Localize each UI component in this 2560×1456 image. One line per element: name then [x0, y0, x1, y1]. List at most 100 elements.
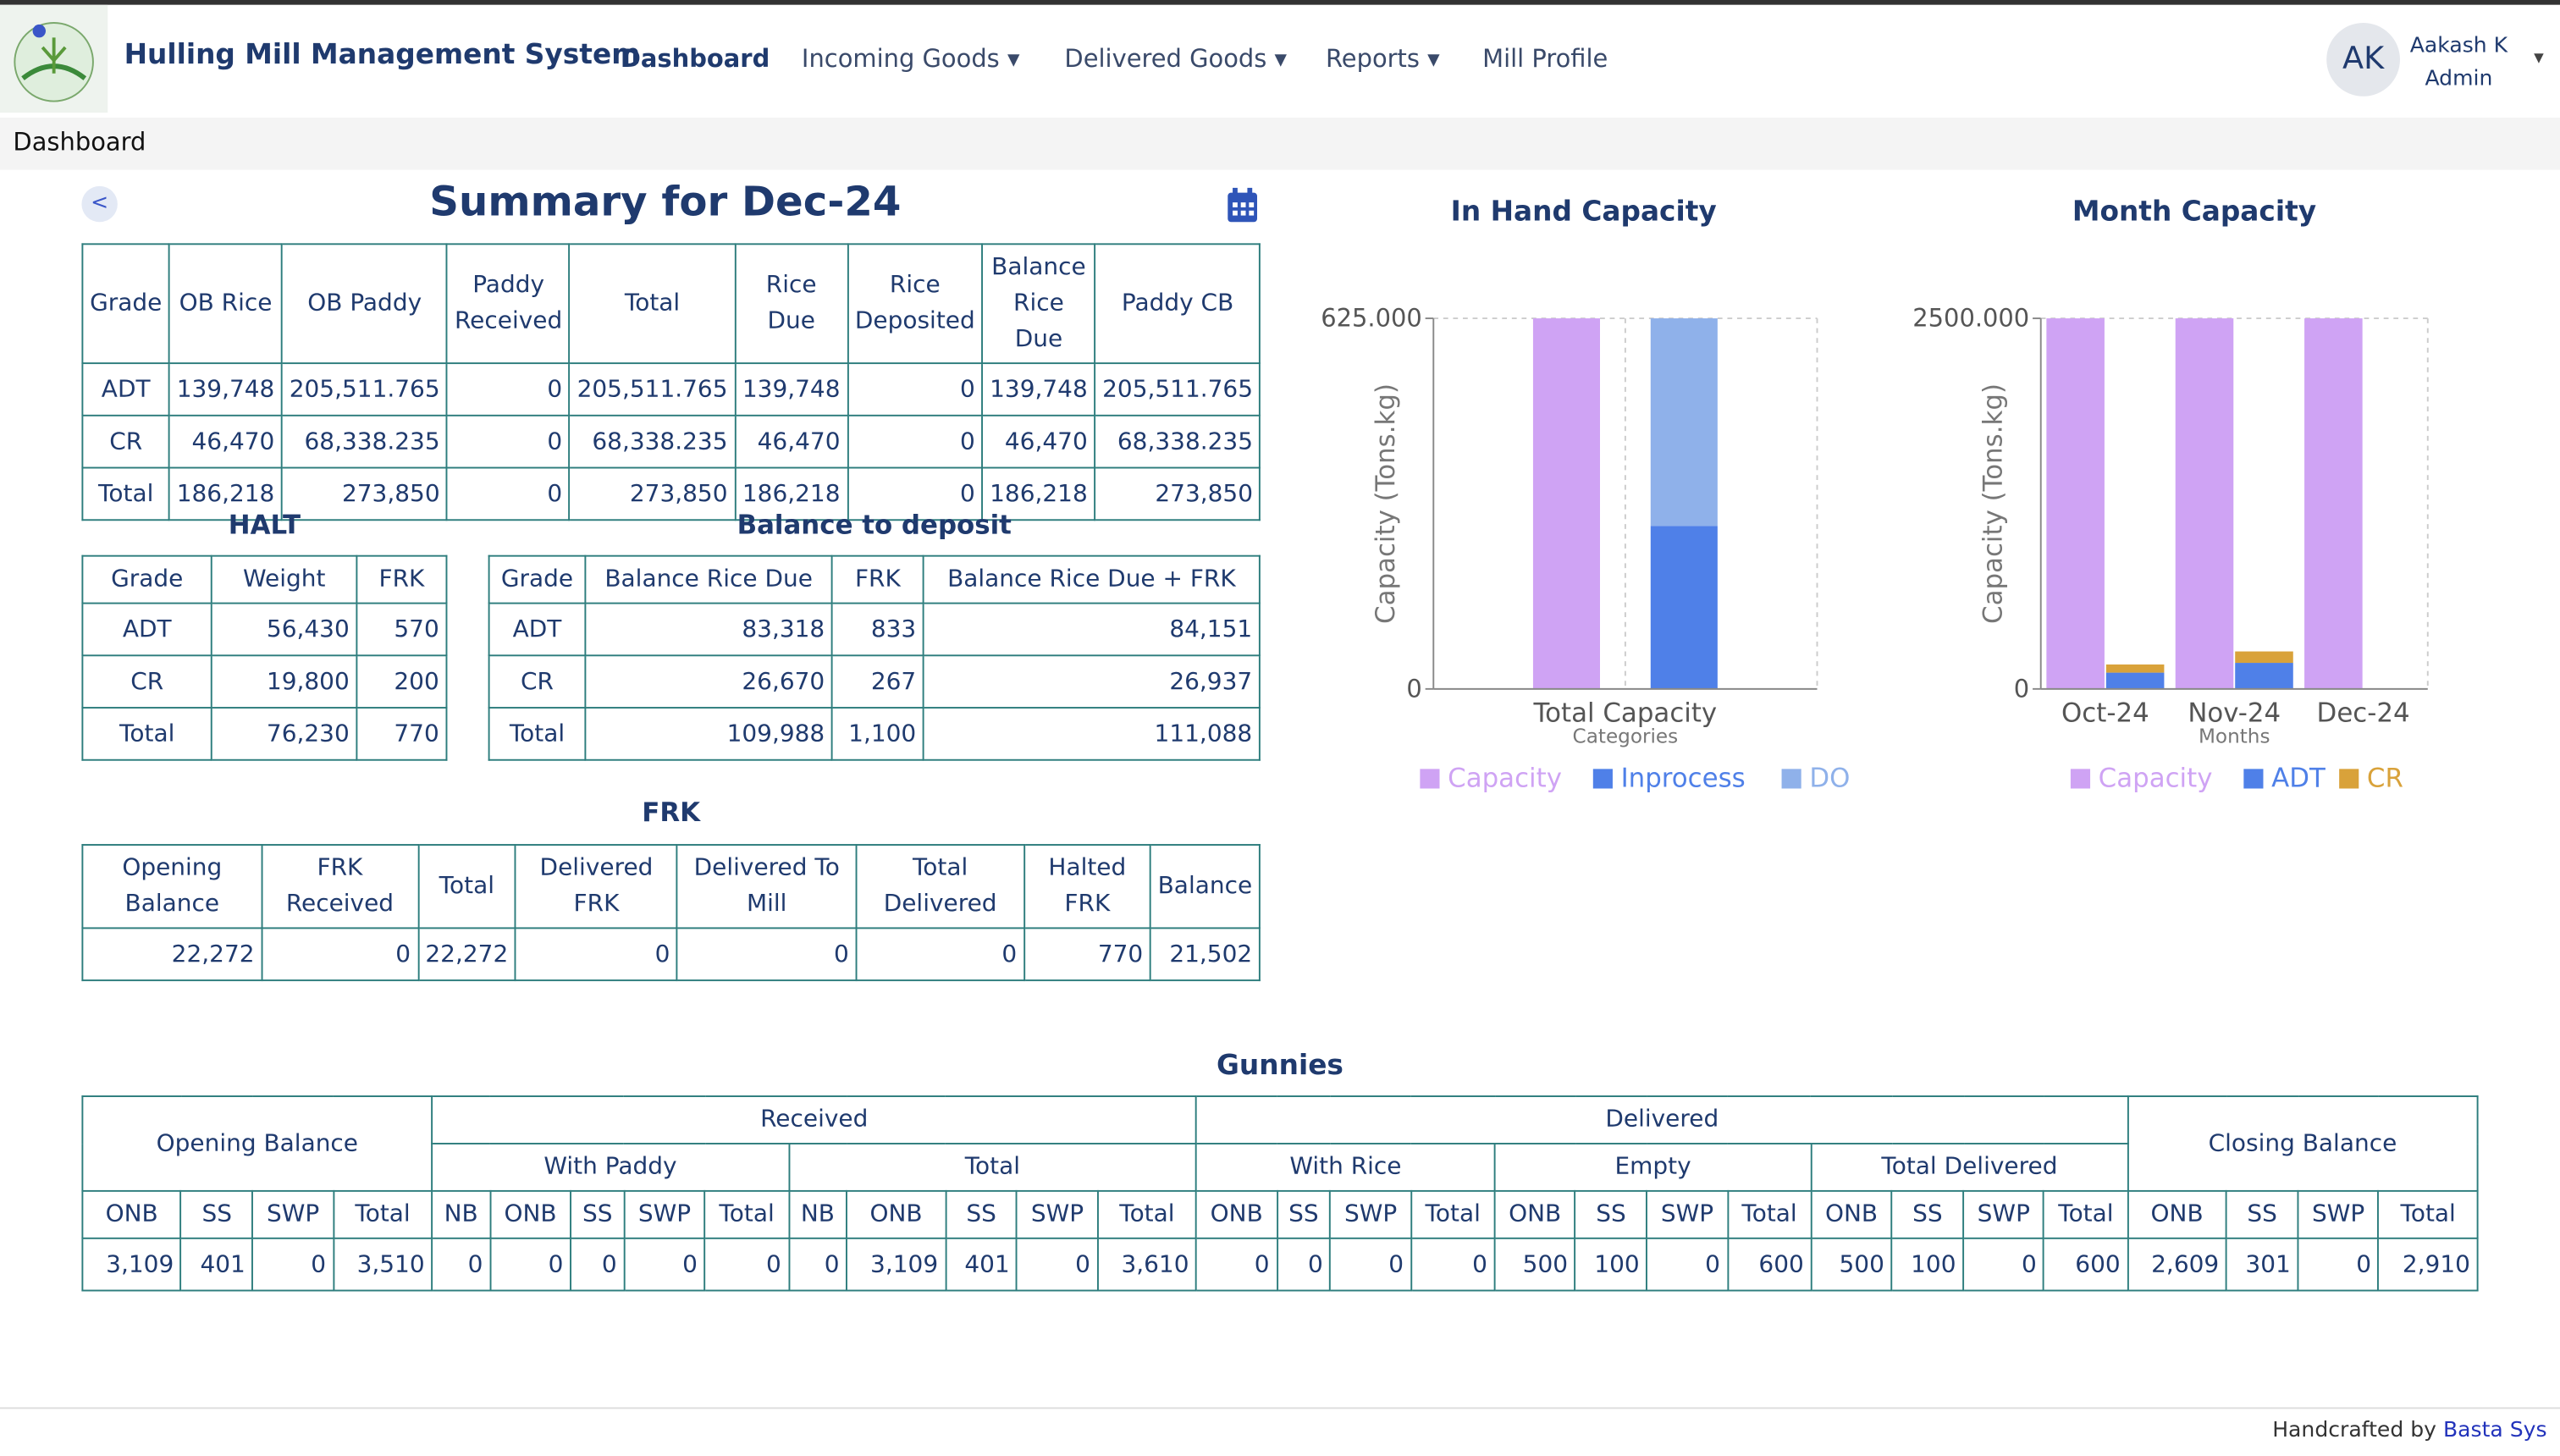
avatar[interactable]: AK [2326, 22, 2400, 97]
summary-title: Summary for Dec-24 [429, 178, 902, 226]
cell: 273,850 [281, 466, 449, 521]
row: ADT 139,748 205,511.765 0 205,511.765 139,748… [81, 362, 1261, 416]
header-cell: FRK Received [261, 844, 419, 929]
cell: 46,470 [981, 414, 1096, 469]
cell: 0 [1016, 1237, 1099, 1292]
header-cell: FRK [830, 554, 924, 604]
calendar-button[interactable] [1226, 187, 1259, 223]
y-tick-label: 625.000 [1321, 304, 1422, 333]
header-cell: FRK [356, 554, 448, 604]
cell: 0 [623, 1237, 706, 1292]
header-cell: Balance Rice Due [584, 554, 833, 604]
header-cell: Delivered To Mill [676, 844, 858, 929]
cell: ADT [81, 362, 170, 416]
header-cell: SWP [1016, 1189, 1099, 1239]
row: Total 109,988 1,100 111,088 [488, 707, 1261, 761]
section-title: FRK [642, 797, 701, 828]
cell: CR [81, 654, 213, 709]
cell: 0 [1410, 1237, 1496, 1292]
nav-dropdown[interactable]: Delivered Goods ▾ [1064, 44, 1288, 74]
header-cell: ONB [81, 1189, 182, 1239]
table: Grade Weight FRK ADT 56,430 570 CR 19,800 200 Tot… [81, 554, 448, 761]
legend-swatch [1781, 769, 1801, 789]
cell: 0 [2297, 1237, 2380, 1292]
cell: 0 [261, 927, 419, 982]
cell: 770 [356, 707, 448, 761]
cell: 3,510 [332, 1237, 433, 1292]
cell: 0 [847, 362, 984, 416]
header-cell: SWP [623, 1189, 706, 1239]
cell: 68,338.235 [281, 414, 449, 469]
cell: 22,272 [81, 927, 263, 982]
prev-month-button[interactable]: < [81, 185, 118, 223]
x-tick-label: Oct-24 [2061, 698, 2149, 728]
y-tick-label: 0 [1406, 674, 1421, 703]
bar [2304, 318, 2363, 689]
user-menu-caret[interactable]: ▾ [2534, 45, 2544, 69]
header-cell: Total Delivered [855, 844, 1025, 929]
nav-dropdown[interactable]: Reports ▾ [1325, 44, 1440, 74]
row: CR 46,470 68,338.235 0 68,338.235 46,470 0 46,4… [81, 414, 1261, 469]
chart-title: Month Capacity [2072, 195, 2316, 227]
bar [2235, 651, 2293, 664]
cell: 200 [356, 654, 448, 709]
cell: 500 [1810, 1237, 1893, 1292]
cell: 600 [1726, 1237, 1812, 1292]
cell: Total [81, 466, 170, 521]
header-cell: ONB [846, 1189, 946, 1239]
section-title: Gunnies [1217, 1050, 1343, 1083]
y-axis-label: Capacity (Tons.kg) [1978, 383, 2008, 624]
header-cell: ONB [1195, 1189, 1278, 1239]
user-role: Admin [2425, 67, 2493, 91]
footer-link[interactable]: Basta Sys [2442, 1418, 2547, 1443]
header-cell: Balance [1149, 844, 1261, 929]
nav-dropdown[interactable]: Incoming Goods ▾ [801, 44, 1020, 74]
table: Grade OB Rice OB Paddy Paddy Received Total R… [81, 243, 1261, 521]
legend-label: CR [2367, 764, 2403, 794]
y-tick-label: 0 [2014, 674, 2029, 703]
header-row: Opening Balance FRK Received Total Delivere… [81, 844, 1261, 929]
header-cell: Total [417, 844, 516, 929]
nav-text: Reports [1325, 44, 1420, 74]
nav-link[interactable]: Mill Profile [1482, 44, 1608, 74]
cell: 500 [1493, 1237, 1576, 1292]
cell: 21,502 [1149, 927, 1261, 982]
cell: 0 [514, 927, 679, 982]
bar [2105, 664, 2165, 673]
cell: 111,088 [922, 707, 1261, 761]
footer: Handcrafted by Basta Sys [2272, 1419, 2546, 1443]
balance-table-wrap: Grade Balance Rice Due FRK Balance Rice Due… [488, 554, 1261, 761]
legend-label: Capacity [1448, 764, 1562, 794]
cell: 0 [1329, 1237, 1412, 1292]
cell: 0 [446, 414, 571, 469]
logo[interactable] [0, 4, 108, 113]
nav-link[interactable]: Dashboard [620, 44, 770, 74]
header-row: Grade OB Rice OB Paddy Paddy Received Total R… [81, 243, 1261, 365]
header-cell: SWP [1962, 1189, 2045, 1239]
header-cell: Opening Balance [81, 1095, 433, 1192]
legend-swatch [1592, 769, 1613, 789]
breadcrumb: Dashboard [13, 127, 146, 157]
header-cell: ONB [1493, 1189, 1576, 1239]
header-cell: Balance Rice Due + FRK [922, 554, 1261, 604]
halt-table-wrap: Grade Weight FRK ADT 56,430 570 CR 19,800 200 Tot… [81, 554, 448, 761]
legend-label: DO [1809, 764, 1850, 794]
section-title: Balance to deposit [737, 509, 1012, 541]
table: Opening Balance Received Delivered Closing … [81, 1095, 2479, 1292]
header-cell: Received [431, 1095, 1198, 1144]
cell: 273,850 [1094, 466, 1261, 521]
cell: 0 [1962, 1237, 2045, 1292]
header-cell: OB Paddy [281, 243, 449, 365]
header-cell: Total [787, 1142, 1198, 1192]
cell: 570 [356, 602, 448, 657]
cell: 139,748 [168, 362, 284, 416]
header-cell: Grade [81, 554, 213, 604]
row: ADT 83,318 833 84,151 [488, 602, 1261, 657]
cell: 0 [251, 1237, 334, 1292]
cell: 3,109 [81, 1237, 182, 1292]
cell: 401 [944, 1237, 1018, 1292]
cell: 770 [1023, 927, 1151, 982]
brand[interactable]: Hulling Mill Management System [124, 39, 641, 72]
